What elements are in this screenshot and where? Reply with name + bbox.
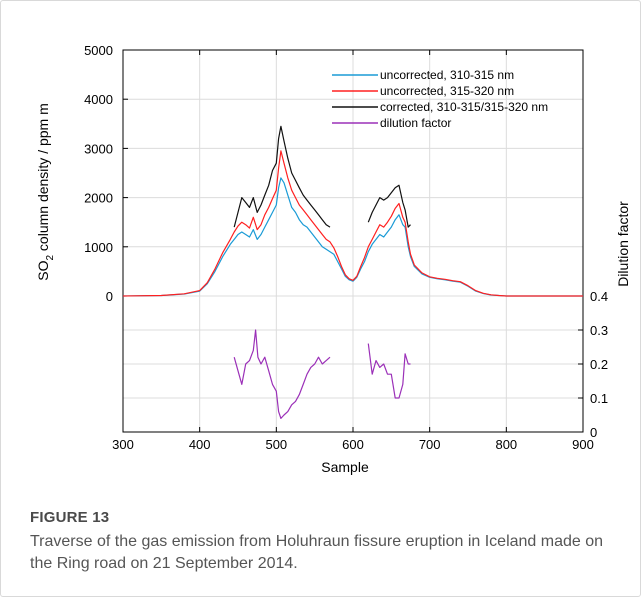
x-tick-label: 900 — [572, 437, 594, 452]
legend-label-2: uncorrected, 315-320 nm — [380, 84, 514, 98]
legend-label-4: dilution factor — [380, 116, 451, 130]
y2-tick-label: 0 — [590, 425, 597, 440]
y2-tick-label: 0.4 — [590, 289, 608, 304]
x-tick-label: 700 — [419, 437, 441, 452]
y-tick-label: 2000 — [84, 191, 113, 206]
series-line-3-segment-1 — [233, 125, 331, 228]
x-tick-label: 300 — [112, 437, 134, 452]
series-line-3-segment-2 — [367, 184, 411, 228]
legend-label-1: uncorrected, 310-315 nm — [380, 68, 514, 82]
x-tick-label: 400 — [189, 437, 211, 452]
legend: uncorrected, 310-315 nm uncorrected, 315-… — [332, 68, 548, 130]
figure-label: FIGURE 13 — [30, 509, 110, 526]
y-axis-title-main: SO — [35, 260, 51, 280]
x-tick-label: 500 — [265, 437, 287, 452]
series-line-4-segment-1 — [233, 329, 331, 419]
x-tick-label: 600 — [342, 437, 364, 452]
y-axis-title-subscript: 2 — [45, 255, 56, 261]
y-tick-label: 1000 — [84, 240, 113, 255]
axis-ticks: 300 400 500 600 700 800 9000100020003000400050… — [84, 43, 608, 452]
y-tick-label: 0 — [106, 289, 113, 304]
series-line-2-segment-1 — [122, 150, 583, 297]
y-tick-label: 4000 — [84, 92, 113, 107]
figure-caption: Traverse of the gas emission from Holuhr… — [30, 533, 604, 572]
y-axis-title-rest: column density / ppm m — [35, 103, 51, 255]
y2-tick-label: 0.3 — [590, 323, 608, 338]
y-tick-label: 3000 — [84, 141, 113, 156]
x-tick-label: 800 — [495, 437, 517, 452]
legend-label-3: corrected, 310-315/315-320 nm — [380, 100, 548, 114]
y-axis-title: SO2 column density / ppm m — [35, 103, 56, 281]
y2-tick-label: 0.2 — [590, 357, 608, 372]
series-lines — [122, 125, 583, 419]
series-line-4-segment-2 — [367, 343, 411, 399]
right-axis-title: Dilution factor — [615, 201, 631, 287]
y2-tick-label: 0.1 — [590, 391, 608, 406]
x-axis-title: Sample — [321, 459, 369, 475]
y-tick-label: 5000 — [84, 43, 113, 58]
figure-13-chart: 300 400 500 600 700 800 9000100020003000400050… — [35, 43, 631, 475]
